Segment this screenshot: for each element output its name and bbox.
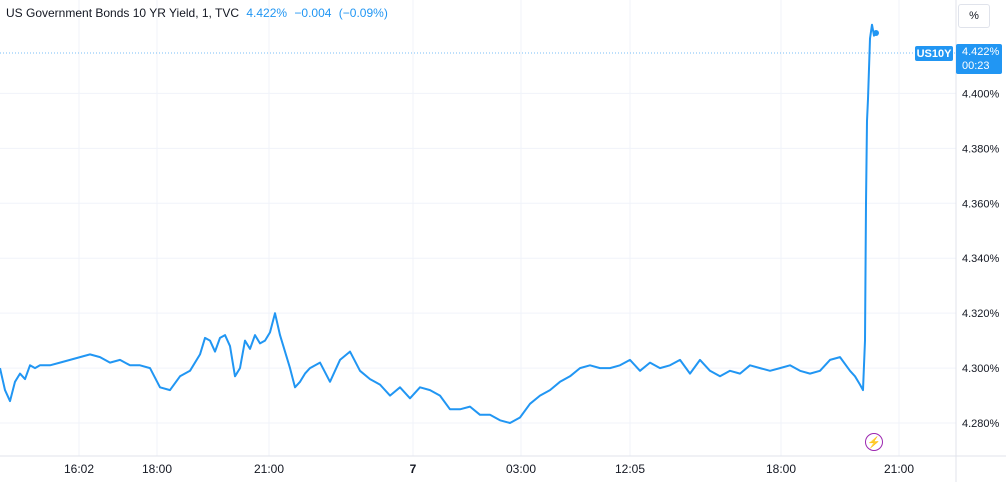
- price-axis[interactable]: 4.280% 4.300% 4.320% 4.340% 4.360% 4.380% 4.40…: [962, 88, 1000, 430]
- x-tick-label: 03:00: [506, 462, 536, 476]
- bar-countdown: 00:23: [962, 60, 990, 72]
- legend-change: −0.004: [294, 6, 332, 20]
- last-point-marker: [873, 29, 879, 36]
- chart-legend: US Government Bonds 10 YR Yield, 1, TVC …: [6, 6, 388, 20]
- yield-series-line: [0, 23, 877, 424]
- legend-change-pct: (−0.09%): [338, 6, 388, 20]
- x-tick-label: 18:00: [766, 462, 796, 476]
- y-tick-label: 4.340%: [962, 253, 1000, 265]
- y-tick-label: 4.380%: [962, 143, 1000, 155]
- y-tick-label: 4.360%: [962, 198, 1000, 210]
- last-price-value: 4.422%: [962, 46, 1000, 58]
- legend-title: US Government Bonds 10 YR Yield, 1, TVC: [6, 6, 240, 20]
- percent-scale-button[interactable]: %: [958, 4, 990, 28]
- y-tick-label: 4.320%: [962, 308, 1000, 320]
- grid: [0, 0, 956, 456]
- x-tick-label: 16:02: [64, 462, 94, 476]
- y-tick-label: 4.300%: [962, 363, 1000, 375]
- y-tick-label: 4.400%: [962, 88, 1000, 100]
- x-tick-label: 12:05: [615, 462, 645, 476]
- lightning-icon[interactable]: ⚡: [865, 433, 883, 451]
- last-price-label: 4.422% 00:23: [956, 44, 1002, 74]
- y-tick-label: 4.280%: [962, 418, 1000, 430]
- x-tick-label: 7: [410, 462, 417, 476]
- x-tick-label: 21:00: [254, 462, 284, 476]
- x-tick-label: 18:00: [142, 462, 172, 476]
- time-axis[interactable]: 16:02 18:00 21:00 7 03:00 12:05 18:00 21:00: [64, 462, 914, 476]
- x-tick-label: 21:00: [884, 462, 914, 476]
- symbol-label: US10Y: [915, 46, 953, 61]
- legend-last-value: 4.422%: [246, 6, 288, 20]
